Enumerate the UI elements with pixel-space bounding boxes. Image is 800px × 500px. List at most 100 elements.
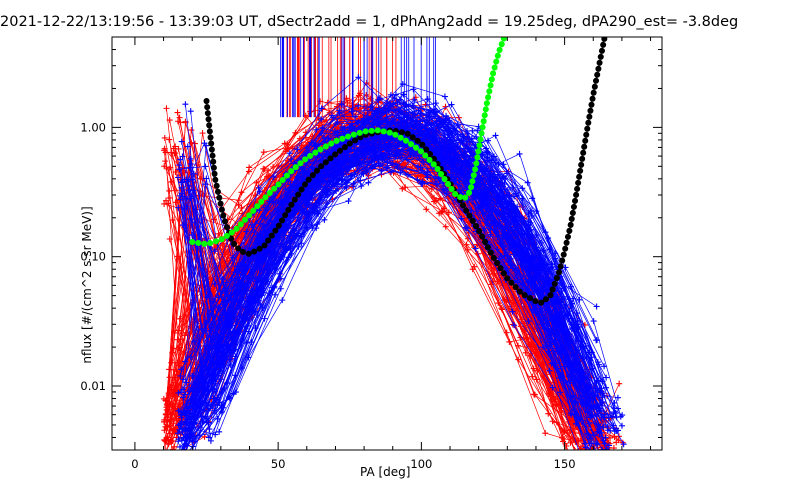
blue-plus-marker [586, 449, 589, 450]
red-plus-marker [181, 332, 188, 339]
red-plus-marker [559, 434, 566, 441]
blue-plus-marker [529, 195, 536, 202]
blue-plus-marker [207, 437, 214, 444]
blue-plus-marker [339, 123, 346, 130]
red-plus-marker [607, 456, 613, 462]
red-plus-marker [333, 103, 340, 110]
red-plus-marker [163, 197, 170, 204]
red-plus-marker [296, 135, 303, 142]
red-plus-marker [423, 206, 430, 213]
red-plus-marker [191, 140, 198, 147]
red-plus-marker [166, 187, 173, 194]
red-plus-marker [162, 411, 169, 418]
red-plus-marker [261, 166, 268, 173]
blue-plus-marker [345, 198, 352, 205]
red-plus-marker [338, 119, 345, 126]
red-plus-marker [350, 102, 357, 109]
blue-plus-marker [298, 240, 305, 247]
blue-plus-marker [589, 457, 595, 463]
red-plus-marker [161, 200, 168, 207]
red-plus-marker [166, 430, 173, 437]
red-plus-marker [175, 118, 182, 125]
red-plus-marker [163, 105, 170, 112]
red-plus-marker [545, 410, 552, 417]
red-plus-marker [161, 427, 168, 434]
red-plus-marker [161, 461, 167, 467]
red-plus-marker [436, 210, 443, 217]
red-plus-marker [586, 453, 592, 459]
red-plus-marker [402, 184, 409, 191]
blue-plus-marker [399, 81, 406, 88]
blue-plus-marker [175, 389, 182, 396]
blue-plus-marker [586, 447, 593, 450]
blue-plus-marker [524, 179, 531, 186]
red-plus-marker [527, 343, 534, 350]
red-plus-marker [167, 459, 173, 465]
blue-plus-marker [519, 185, 526, 192]
red-plus-marker [471, 263, 478, 270]
blue-plus-marker [211, 248, 218, 255]
red-plus-marker [166, 194, 173, 201]
chart-title: 2021-12-22/13:19:56 - 13:39:03 UT, dSect… [0, 14, 739, 30]
red-plus-marker [581, 457, 587, 463]
blue-plus-marker [595, 453, 601, 459]
red-plus-marker [600, 458, 606, 464]
blue-plus-marker [183, 195, 190, 202]
red-plus-marker [589, 447, 591, 450]
red-plus-marker [188, 127, 195, 134]
red-plus-marker [575, 437, 582, 444]
blue-plus-marker [440, 186, 447, 193]
red-plus-marker [270, 163, 277, 170]
red-plus-marker [616, 380, 623, 387]
red-plus-marker [613, 439, 620, 446]
red-plus-marker [442, 223, 449, 230]
blue-plus-marker [614, 394, 621, 401]
red-plus-marker [463, 241, 470, 248]
blue-plus-marker [206, 426, 213, 433]
x-tick-label: 150 [554, 457, 576, 471]
blue-spectra [174, 37, 627, 467]
blue-plus-marker [187, 216, 194, 223]
blue-plus-marker [387, 91, 394, 98]
blue-plus-marker [190, 449, 193, 450]
blue-plus-marker [463, 225, 470, 232]
red-plus-marker [501, 297, 508, 304]
x-axis-label: PA [deg] [360, 465, 411, 479]
blue-plus-marker [355, 102, 362, 109]
blue-plus-marker [179, 453, 185, 459]
red-plus-marker [531, 391, 538, 398]
red-plus-marker [605, 457, 611, 463]
red-plus-marker [593, 461, 599, 467]
red-plus-marker [167, 436, 174, 443]
blue-plus-marker [178, 138, 185, 145]
red-plus-marker [522, 349, 529, 356]
blue-plus-marker [184, 451, 190, 457]
red-plus-marker [518, 316, 525, 323]
blue-plus-marker [593, 337, 600, 344]
blue-plus-marker [525, 318, 532, 325]
red-plus-marker [515, 356, 522, 363]
blue-plus-marker [202, 163, 209, 170]
red-plus-marker [527, 352, 534, 359]
blue-plus-marker [433, 181, 440, 188]
red-plus-marker [399, 185, 406, 192]
red-plus-marker [593, 461, 599, 467]
red-plus-marker [162, 438, 169, 445]
blue-plus-marker [602, 460, 608, 466]
x-tick-label: 100 [410, 457, 432, 471]
red-plus-marker [168, 411, 175, 418]
red-plus-marker [494, 278, 501, 285]
blue-plus-marker [601, 459, 607, 465]
blue-plus-marker [441, 93, 448, 100]
blue-plus-marker [286, 150, 293, 157]
blue-plus-marker [557, 389, 564, 396]
blue-plus-marker [175, 461, 181, 467]
red-plus-marker [265, 167, 272, 174]
red-plus-marker [260, 149, 267, 156]
red-plus-marker [199, 130, 206, 137]
red-plus-marker [281, 140, 288, 147]
blue-plus-marker [231, 269, 238, 276]
red-plus-marker [438, 209, 445, 216]
blue-plus-marker [334, 119, 341, 126]
